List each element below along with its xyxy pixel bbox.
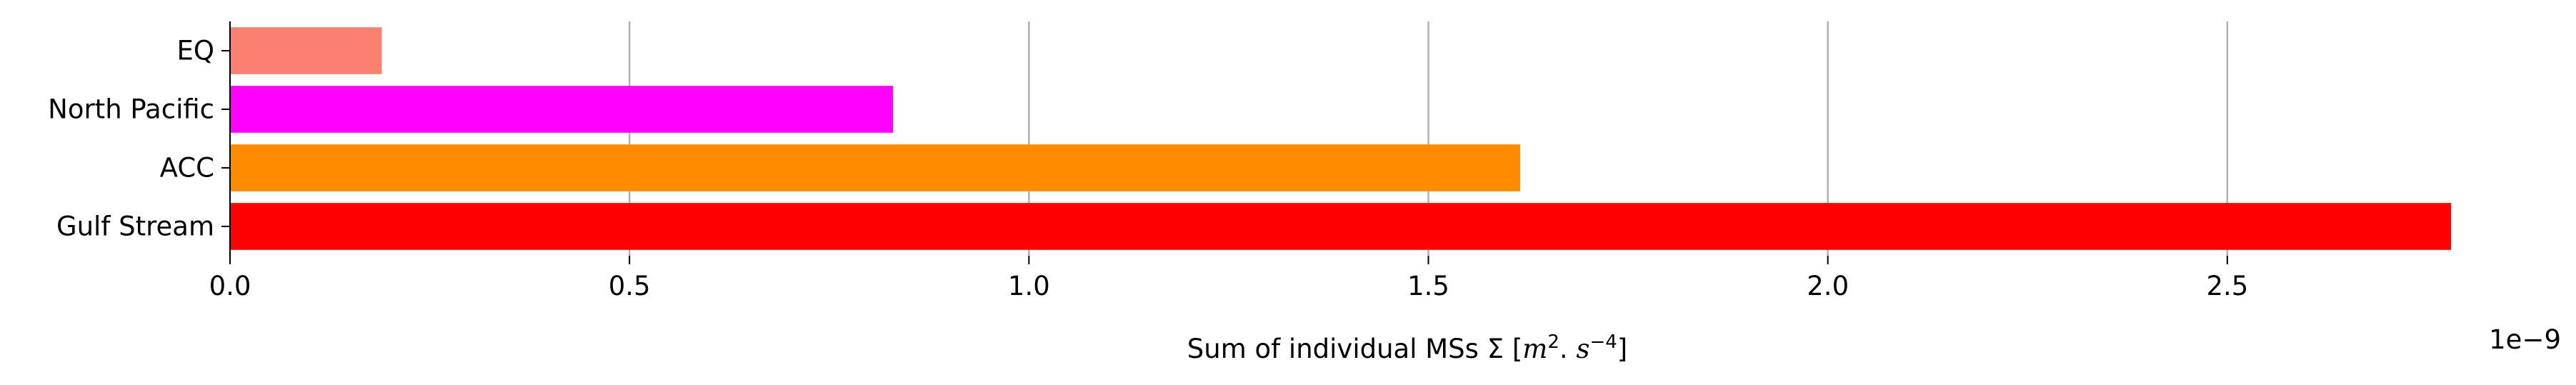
- y-tick-label-gulf-stream: Gulf Stream: [56, 211, 214, 242]
- x-tick-label-0-0: 0.0: [209, 271, 251, 301]
- bar-north-pacific: [230, 86, 894, 133]
- y-tick-label-eq: EQ: [176, 36, 214, 66]
- y-tick-label-acc: ACC: [160, 153, 214, 184]
- bar-acc: [230, 144, 1521, 191]
- x-tick-label-1-5: 1.5: [1407, 271, 1449, 301]
- x-axis-offset-text: 1e−9: [2489, 324, 2561, 355]
- x-tick-label-1-0: 1.0: [1008, 271, 1050, 301]
- x-tick-label-0-5: 0.5: [609, 271, 651, 301]
- x-tick-label-2-0: 2.0: [1807, 271, 1849, 301]
- y-tick-labels: EQ North Pacific ACC Gulf Stream: [48, 36, 230, 242]
- y-tick-label-north-pacific: North Pacific: [48, 94, 214, 125]
- bar-eq: [230, 27, 382, 74]
- x-tick-label-2-5: 2.5: [2206, 271, 2248, 301]
- x-axis-label: Sum of individual MSs Σ [m2. s−4]: [1187, 331, 1627, 364]
- bars: [230, 27, 2451, 250]
- x-tick-labels: 0.0 0.5 1.0 1.5 2.0 2.5: [209, 256, 2248, 301]
- bar-gulf-stream: [230, 203, 2451, 250]
